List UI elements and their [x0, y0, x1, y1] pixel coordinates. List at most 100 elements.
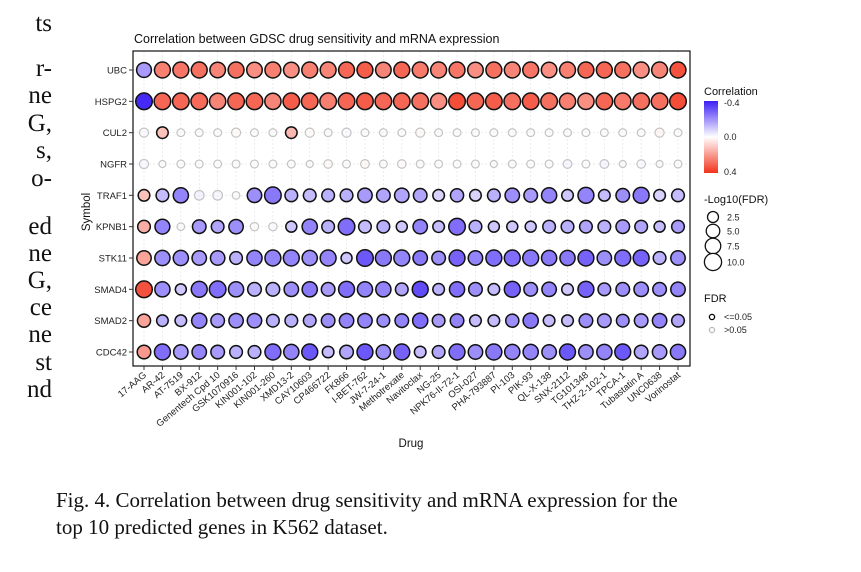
dot-SMAD2-GSK1070916: [228, 312, 245, 329]
dot-HSPG2-KIN001-102: [245, 92, 264, 111]
dot-SMAD4-Vorinostat: [670, 281, 686, 298]
dot-CUL2-PI-103: [507, 128, 517, 138]
dot-TRAF1-CP466722: [321, 188, 336, 203]
dot-KPNB1-I-BET-762: [357, 219, 373, 234]
dot-SMAD4-JW-7-24-1: [375, 280, 392, 298]
dot-UBC-AT-7519: [172, 61, 190, 79]
dot-CUL2-KIN001-102: [249, 128, 260, 138]
dot-KPNB1-JW-7-24-1: [376, 219, 391, 234]
dot-SMAD4-SNX-2112: [560, 282, 575, 296]
dot-SMAD4-UNC0638: [652, 281, 668, 297]
dot-STK11-QL-X-138: [540, 249, 558, 267]
dot-KPNB1-UNC0638: [653, 220, 666, 233]
dot-HSPG2-Genentech Cpd 10: [208, 92, 227, 111]
dot-CUL2-TG101348: [581, 128, 591, 138]
dot-SMAD4-BX-912: [190, 280, 208, 299]
dot-SMAD4-NPK76-II-72-1: [448, 280, 466, 298]
dot-CDC42-XMD13-2: [282, 343, 300, 361]
dot-UBC-17-AAG: [135, 61, 153, 79]
dot-UBC-AR-42: [153, 61, 172, 79]
legend-size: -Log10(FDR) 2.5 5.0 7.5 10.0: [703, 194, 768, 272]
body-text-fragment: G,: [27, 110, 52, 137]
dot-TRAF1-17-AAG: [137, 188, 151, 202]
dot-CDC42-Tubastatin A: [633, 344, 649, 360]
dot-STK11-KIN001-102: [246, 249, 263, 267]
y-tick-label: KPNB1: [96, 222, 127, 233]
body-text-fragment: ne: [28, 240, 52, 267]
dot-STK11-AR-42: [154, 249, 171, 267]
dot-TRAF1-TPCA-1: [615, 187, 631, 203]
dot-KPNB1-SNX-2112: [560, 219, 575, 234]
dot-STK11-TPCA-1: [614, 249, 632, 267]
dot-SMAD2-KIN001-102: [246, 312, 263, 329]
y-tick-label: TRAF1: [97, 191, 127, 202]
body-text-fragment: nd: [27, 376, 52, 403]
dot-CUL2-17-AAG: [138, 127, 150, 138]
dot-STK11-I-BET-762: [355, 248, 374, 268]
dot-CUL2-FK866: [341, 127, 352, 138]
dot-CUL2-TPCA-1: [618, 128, 628, 138]
dot-STK11-PHA-793887: [485, 249, 503, 267]
dot-KPNB1-GSK1070916: [228, 218, 245, 235]
dot-TRAF1-AT-7519: [172, 186, 190, 204]
dot-UBC-I-BET-762: [356, 61, 374, 79]
dot-CDC42-Vorinostat: [669, 343, 687, 361]
dot-CDC42-Navitoclax: [413, 345, 427, 359]
dot-SMAD4-PI-103: [503, 280, 521, 299]
dot-HSPG2-GSK1070916: [227, 92, 246, 111]
dot-UBC-QL-X-138: [540, 61, 558, 79]
legend-fdr: FDR <=0.05 >0.05: [704, 293, 752, 335]
dot-NGFR-KIN001-260: [268, 159, 278, 169]
dot-CDC42-I-BET-762: [356, 343, 374, 361]
dot-CDC42-CAY10603: [301, 343, 319, 361]
dot-CDC42-CP466722: [321, 345, 335, 359]
dot-NGFR-BX-912: [194, 159, 204, 169]
dot-UBC-Vorinostat: [669, 61, 687, 79]
dot-CUL2-Methotrexate: [397, 128, 407, 138]
dot-UBC-JW-7-24-1: [374, 61, 392, 79]
body-text-fragment: r-: [35, 55, 52, 82]
dot-HSPG2-TG101348: [577, 92, 595, 111]
dot-NGFR-PIK-93: [526, 159, 536, 169]
dot-UBC-Tubastatin A: [632, 61, 650, 79]
legend-size-label: 10.0: [727, 258, 745, 268]
legend-size-label: 2.5: [727, 213, 740, 223]
dot-UBC-SNX-2112: [558, 61, 577, 79]
dot-SMAD2-17-AAG: [136, 313, 152, 328]
dot-NGFR-AR-42: [158, 159, 167, 169]
body-text-fragment: ne: [28, 321, 52, 348]
y-tick-label: SMAD2: [94, 316, 127, 327]
dot-SMAD2-Methotrexate: [394, 313, 410, 329]
dot-STK11-Tubastatin A: [632, 249, 650, 267]
dot-CUL2-Navitoclax: [415, 127, 426, 138]
dot-SMAD2-CAY10603: [302, 313, 317, 328]
dot-CUL2-JW-7-24-1: [378, 128, 388, 138]
body-text-fragment: ts: [35, 10, 52, 37]
dot-CDC42-PIK-93: [522, 343, 540, 361]
dot-UBC-CAY10603: [301, 61, 319, 79]
dot-UBC-XMD13-2: [282, 61, 300, 79]
dot-NGFR-QL-X-138: [544, 159, 554, 169]
dot-SMAD4-AT-7519: [174, 283, 188, 296]
dot-STK11-BX-912: [191, 250, 208, 266]
dot-UBC-PHA-793887: [485, 61, 503, 79]
legend-size-label: 5.0: [727, 227, 740, 237]
dot-CDC42-QL-X-138: [541, 344, 558, 360]
dot-SMAD4-PIK-93: [523, 281, 539, 297]
dot-HSPG2-Tubastatin A: [632, 92, 651, 111]
y-axis-label: Symbol: [81, 193, 93, 231]
y-tick-label: HSPG2: [95, 97, 127, 108]
dot-UBC-UNC0638: [650, 61, 669, 79]
dot-plot-chart: Correlation between GDSC drug sensitivit…: [81, 32, 768, 450]
dot-HSPG2-PIK-93: [521, 92, 540, 111]
dot-HSPG2-UNC0638: [650, 92, 669, 111]
dot-CDC42-NPK76-II-72-1: [448, 343, 466, 361]
dot-CDC42-TPCA-1: [614, 343, 632, 361]
dot-TRAF1-THZ-2-102-1: [597, 188, 611, 202]
dot-SMAD2-CP466722: [320, 313, 336, 329]
dot-layer: [134, 61, 688, 361]
dot-HSPG2-FK866: [337, 92, 356, 111]
dot-CDC42-FK866: [339, 344, 355, 360]
dot-NGFR-JW-7-24-1: [378, 159, 388, 169]
